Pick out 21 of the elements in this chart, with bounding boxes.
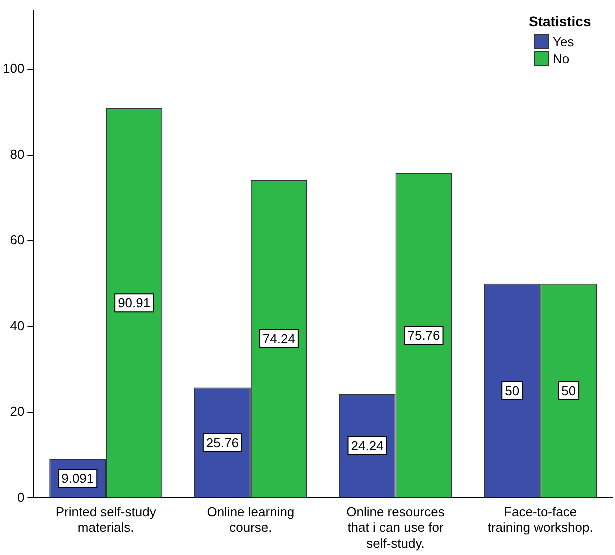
x-tick-label: Face-to-face training workshop. bbox=[488, 504, 594, 536]
data-label: 75.76 bbox=[408, 328, 440, 344]
x-tick-label: Printed self-study materials. bbox=[56, 504, 157, 536]
data-label: 90.91 bbox=[118, 296, 151, 311]
x-tick-label: Online resources that i can use for self-study. bbox=[346, 504, 446, 551]
y-tick-label: 100 bbox=[2, 61, 25, 76]
y-tick-label: 0 bbox=[17, 490, 25, 505]
y-tick-label: 20 bbox=[10, 404, 25, 420]
data-label: 24.24 bbox=[351, 438, 384, 454]
y-tick-label: 60 bbox=[10, 232, 25, 248]
legend-label: Yes bbox=[553, 34, 575, 50]
legend-label: No bbox=[553, 51, 570, 66]
data-label: 25.76 bbox=[206, 435, 239, 450]
data-label: 50 bbox=[562, 383, 576, 398]
data-label: 74.24 bbox=[262, 331, 296, 346]
y-tick-label: 40 bbox=[10, 318, 25, 334]
legend-title: Statistics bbox=[529, 14, 592, 30]
data-label: 50 bbox=[505, 383, 520, 398]
y-tick-label: 80 bbox=[10, 146, 25, 162]
data-label: 9.091 bbox=[62, 471, 94, 486]
x-tick-label: Online learning course. bbox=[207, 504, 295, 536]
